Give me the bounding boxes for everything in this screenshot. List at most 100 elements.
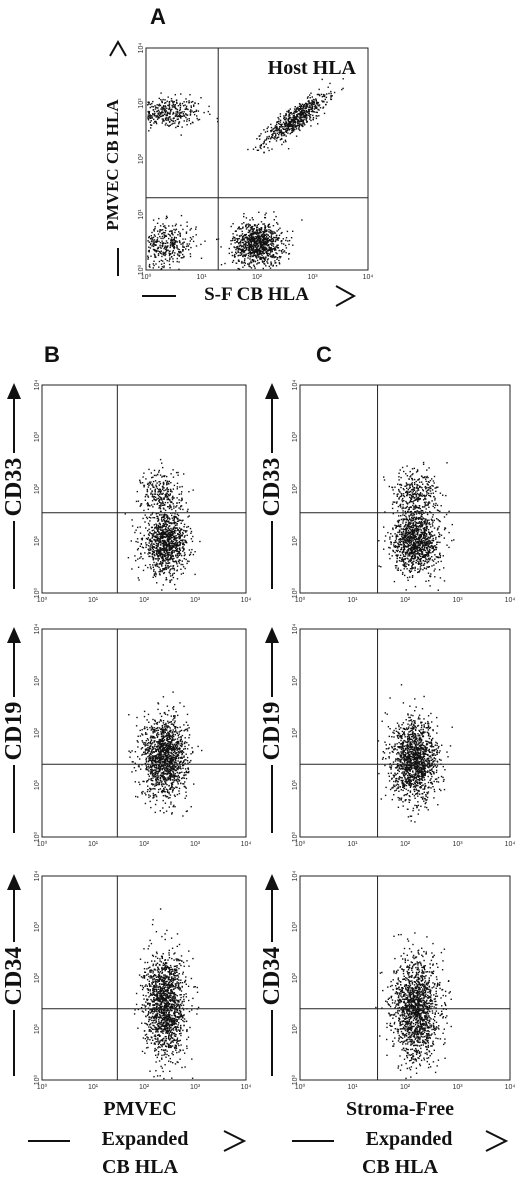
data-point [176, 246, 178, 248]
data-point [152, 772, 154, 775]
data-point [162, 504, 165, 506]
data-point [266, 137, 268, 140]
data-point [176, 755, 179, 757]
data-point [284, 244, 287, 247]
data-point [282, 127, 284, 130]
data-point [185, 759, 187, 761]
data-point [148, 103, 150, 105]
data-point [246, 223, 248, 226]
data-point [181, 745, 183, 748]
data-point [176, 746, 178, 749]
data-point [176, 732, 178, 735]
data-point [158, 769, 161, 771]
data-point [171, 550, 173, 552]
data-point [156, 240, 158, 242]
data-point [178, 792, 181, 795]
data-point [156, 107, 158, 109]
data-point [160, 505, 162, 507]
data-point [168, 263, 171, 266]
data-point [265, 236, 268, 238]
data-point [176, 771, 179, 774]
data-point [278, 255, 281, 258]
data-point [286, 230, 289, 233]
data-point [265, 237, 267, 239]
data-point [269, 251, 272, 253]
data-point [159, 747, 162, 749]
data-point [179, 547, 181, 549]
data-point [188, 243, 191, 245]
data-point [177, 517, 179, 520]
data-point [142, 790, 144, 793]
data-point [267, 147, 269, 149]
data-point [153, 114, 155, 117]
data-point [178, 752, 180, 754]
data-point [171, 750, 173, 752]
data-point [159, 488, 162, 491]
data-point [247, 223, 250, 225]
data-point [170, 530, 172, 533]
data-point [170, 773, 172, 776]
data-point [173, 484, 176, 487]
data-point [176, 497, 178, 499]
data-point [167, 560, 169, 562]
data-point [149, 549, 151, 551]
data-point [267, 258, 269, 260]
data-point [145, 478, 147, 480]
data-point [155, 564, 158, 566]
data-point [255, 251, 257, 253]
data-point [149, 745, 151, 748]
data-point [280, 134, 283, 136]
data-point [258, 211, 260, 213]
data-point [168, 709, 170, 712]
data-point [150, 729, 152, 731]
data-point [181, 485, 183, 488]
data-point [159, 497, 162, 499]
data-point [261, 251, 263, 253]
data-point [179, 232, 181, 235]
data-point [319, 107, 322, 109]
data-point [249, 243, 251, 246]
data-point [151, 555, 153, 558]
data-point [174, 516, 177, 518]
data-point [158, 490, 160, 492]
data-point [163, 547, 165, 549]
data-point [149, 247, 152, 249]
data-point [160, 749, 162, 751]
data-point [152, 746, 154, 748]
data-point [252, 225, 254, 228]
data-point [173, 543, 176, 545]
data-point [164, 494, 167, 496]
data-point [167, 773, 169, 775]
y-tick-label: 10³ [34, 431, 41, 442]
data-point [252, 219, 254, 221]
data-point [156, 721, 159, 724]
data-point [176, 517, 178, 519]
data-point [150, 745, 152, 747]
data-point [260, 231, 262, 234]
data-point [172, 754, 174, 757]
data-point [164, 509, 167, 512]
data-point [171, 236, 173, 239]
data-point [171, 501, 173, 503]
data-point [168, 566, 170, 568]
data-point [150, 766, 152, 769]
data-point [192, 236, 194, 238]
data-point [240, 262, 243, 264]
data-point [288, 239, 291, 242]
data-point [316, 101, 318, 103]
data-point [157, 115, 159, 118]
data-point [162, 755, 165, 757]
data-point [290, 131, 293, 134]
data-point [170, 98, 173, 100]
data-point [141, 793, 143, 795]
data-point [157, 538, 159, 541]
data-point [181, 535, 183, 537]
data-point [160, 732, 162, 734]
data-point [271, 241, 273, 243]
data-point [171, 491, 173, 493]
data-point [155, 767, 157, 769]
data-point [171, 554, 173, 556]
data-point [150, 242, 152, 245]
data-point [293, 117, 296, 119]
data-point [285, 123, 287, 125]
